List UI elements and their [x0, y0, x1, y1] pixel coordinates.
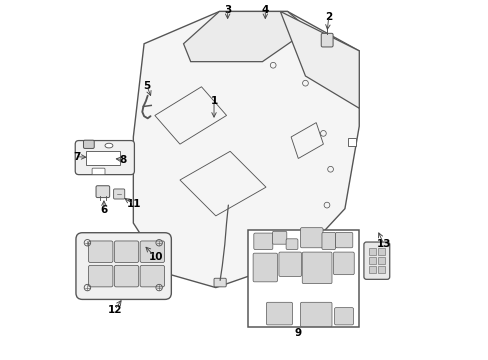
Text: 12: 12 — [107, 305, 122, 315]
FancyBboxPatch shape — [88, 265, 113, 287]
Text: 6: 6 — [100, 206, 107, 216]
FancyBboxPatch shape — [96, 186, 109, 198]
Bar — [86, 150, 120, 165]
Bar — [368, 266, 375, 273]
FancyBboxPatch shape — [266, 302, 292, 325]
Bar — [368, 248, 375, 255]
FancyBboxPatch shape — [88, 241, 113, 262]
Text: 5: 5 — [143, 81, 150, 91]
FancyBboxPatch shape — [335, 232, 352, 248]
FancyBboxPatch shape — [321, 232, 335, 249]
FancyBboxPatch shape — [278, 252, 301, 276]
Bar — [368, 257, 375, 264]
Text: 2: 2 — [325, 12, 332, 22]
FancyBboxPatch shape — [334, 308, 353, 325]
Text: 9: 9 — [293, 328, 301, 338]
Polygon shape — [280, 12, 359, 108]
FancyBboxPatch shape — [300, 302, 331, 327]
Text: 4: 4 — [261, 5, 268, 15]
FancyBboxPatch shape — [333, 252, 353, 275]
Bar — [347, 138, 355, 146]
Bar — [247, 230, 359, 327]
FancyBboxPatch shape — [214, 278, 226, 287]
FancyBboxPatch shape — [253, 233, 272, 249]
Text: 3: 3 — [224, 5, 231, 15]
Text: 8: 8 — [120, 154, 127, 165]
Polygon shape — [290, 123, 323, 158]
FancyBboxPatch shape — [140, 265, 164, 287]
Polygon shape — [133, 12, 359, 288]
Polygon shape — [155, 87, 226, 144]
Ellipse shape — [105, 143, 113, 148]
FancyBboxPatch shape — [363, 242, 389, 279]
FancyBboxPatch shape — [92, 168, 105, 175]
Text: 10: 10 — [148, 252, 163, 262]
FancyBboxPatch shape — [321, 33, 332, 47]
FancyBboxPatch shape — [272, 231, 286, 244]
Text: 11: 11 — [126, 199, 141, 210]
FancyBboxPatch shape — [113, 189, 124, 199]
FancyBboxPatch shape — [83, 140, 94, 148]
FancyBboxPatch shape — [75, 140, 134, 175]
FancyBboxPatch shape — [300, 228, 323, 248]
FancyBboxPatch shape — [140, 241, 164, 262]
Bar — [378, 266, 384, 273]
Bar — [378, 257, 384, 264]
FancyBboxPatch shape — [114, 241, 139, 262]
Polygon shape — [183, 12, 308, 62]
FancyBboxPatch shape — [285, 239, 297, 249]
FancyBboxPatch shape — [253, 253, 277, 282]
Text: 13: 13 — [376, 239, 390, 249]
Polygon shape — [180, 151, 265, 216]
Bar — [378, 248, 384, 255]
FancyBboxPatch shape — [302, 252, 331, 284]
FancyBboxPatch shape — [76, 233, 171, 300]
Text: 1: 1 — [210, 96, 217, 106]
Text: 7: 7 — [73, 152, 80, 162]
FancyBboxPatch shape — [114, 265, 139, 287]
